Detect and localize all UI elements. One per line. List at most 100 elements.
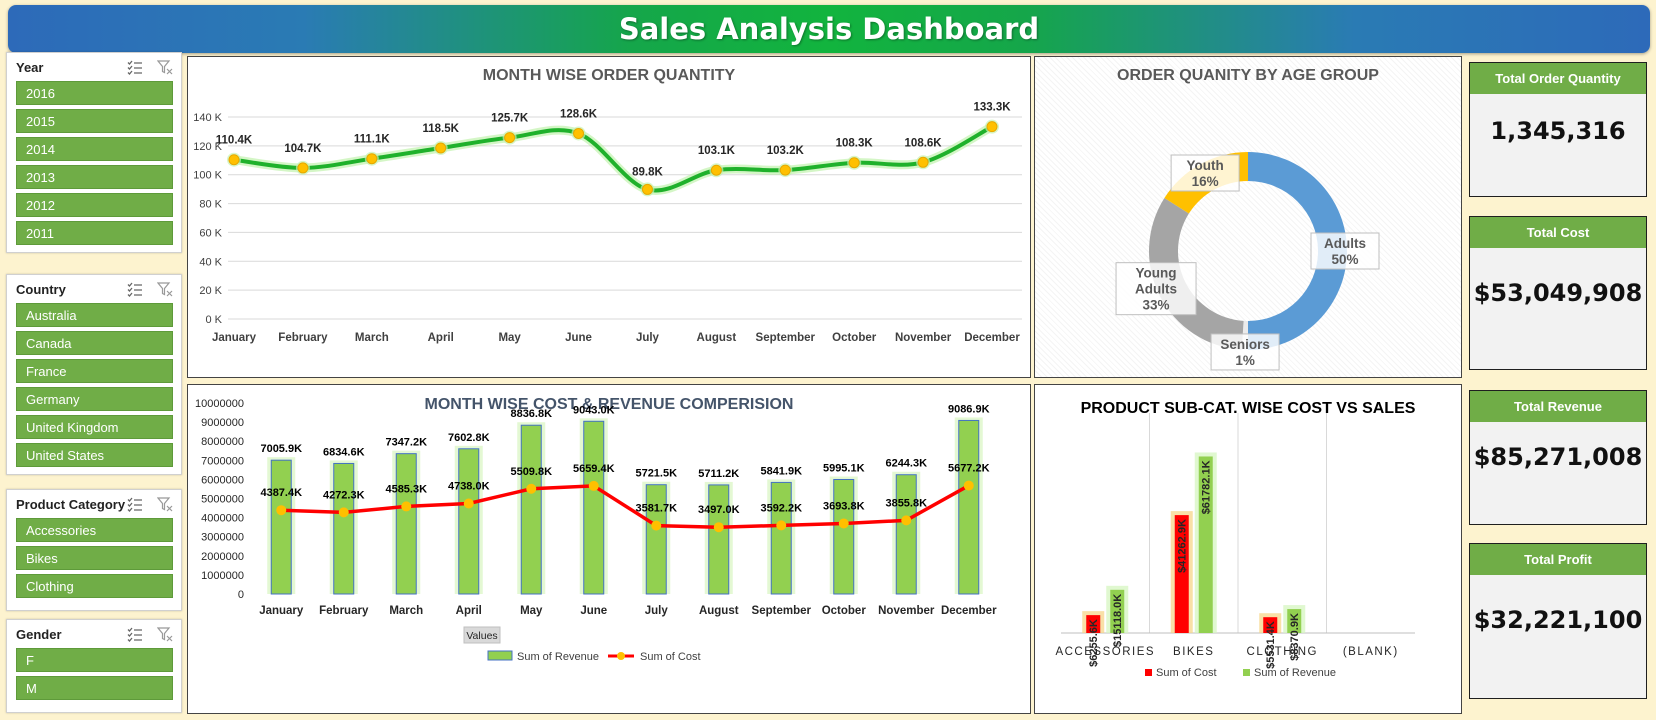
multi-select-icon[interactable]	[127, 60, 143, 75]
y-tick-label: 7000000	[201, 455, 244, 467]
order-quantity-chart: 0 K 20 K 40 K 60 K 80 K 100 K 120 K 140 K Januar…	[188, 57, 1030, 377]
bar-revenue	[396, 454, 416, 594]
bar-revenue	[646, 485, 666, 594]
data-label: 108.3K	[836, 138, 874, 150]
slicer-category-item[interactable]: Accessories	[16, 518, 173, 542]
slicer-gender: Gender F M	[6, 619, 182, 713]
data-label: 108.6K	[905, 137, 943, 149]
legend-label-revenue: Sum of Revenue	[517, 651, 599, 663]
clear-filter-icon[interactable]	[157, 282, 173, 297]
data-label-cost: 5659.4K	[573, 463, 615, 475]
kpi-label: Total Profit	[1470, 544, 1646, 575]
data-label-revenue: 5721.5K	[635, 468, 677, 480]
data-label: 118.5K	[423, 123, 460, 135]
slicer-country-title: Country	[16, 282, 66, 297]
dashboard-title: Sales Analysis Dashboard	[619, 12, 1039, 46]
bar-revenue	[709, 485, 729, 594]
slicer-gender-item[interactable]: F	[16, 648, 173, 672]
clear-filter-icon[interactable]	[157, 627, 173, 642]
data-label-cost: 4738.0K	[448, 481, 490, 493]
legend-marker-cost	[617, 652, 625, 660]
data-label-revenue: $61782.1K	[1201, 460, 1213, 514]
multi-select-icon[interactable]	[127, 627, 143, 642]
data-point-cost	[651, 521, 661, 531]
y-tick-label: 1000000	[201, 570, 244, 582]
kpi-label: Total Order Quantity	[1470, 63, 1646, 94]
x-tick-label: November	[895, 332, 952, 344]
age-group-chart-panel: ORDER QUANITY BY AGE GROUP Adults 50% Seni…	[1034, 56, 1462, 378]
y-tick-label: 3000000	[201, 532, 244, 544]
slicer-country-item[interactable]: Germany	[16, 387, 173, 411]
bar-revenue	[521, 425, 541, 594]
y-tick-label: 80 K	[199, 199, 222, 211]
slicer-year-item[interactable]: 2015	[16, 109, 173, 133]
slicer-category-item[interactable]: Bikes	[16, 546, 173, 570]
data-point	[505, 133, 515, 143]
x-tick-label: May	[498, 332, 521, 344]
data-label-cost: 5677.2K	[948, 463, 990, 475]
x-tick-label: December	[964, 332, 1020, 344]
y-tick-label: 140 K	[193, 112, 222, 124]
bar-revenue	[459, 449, 479, 594]
data-label: 103.2K	[767, 145, 805, 157]
subcat-chart-panel: PRODUCT SUB-CAT. WISE COST VS SALES $625…	[1034, 384, 1462, 714]
data-label-revenue: 7602.8K	[448, 432, 490, 444]
slicer-product-category: Product Category Accessories Bikes Cloth…	[6, 489, 182, 611]
y-tick-label: 4000000	[201, 513, 244, 525]
slicer-category-title: Product Category	[16, 497, 125, 512]
data-point	[298, 163, 308, 173]
bar-revenue	[271, 460, 291, 594]
y-tick-label: 6000000	[201, 474, 244, 486]
data-label: 128.6K	[560, 108, 598, 120]
order-quantity-chart-panel: MONTH WISE ORDER QUANTITY 0 K 20 K 40 K 60 …	[187, 56, 1031, 378]
slicer-year-item[interactable]: 2014	[16, 137, 173, 161]
kpi-label: Total Cost	[1470, 217, 1646, 248]
x-tick-label: September	[752, 605, 812, 617]
multi-select-icon[interactable]	[127, 497, 143, 512]
clear-filter-icon[interactable]	[157, 497, 173, 512]
y-tick-label: 20 K	[199, 285, 222, 297]
slicer-country-item[interactable]: United Kingdom	[16, 415, 173, 439]
slicer-year-item[interactable]: 2013	[16, 165, 173, 189]
dashboard-header: Sales Analysis Dashboard	[8, 5, 1650, 53]
data-label: 89.8K	[632, 166, 663, 178]
slicer-gender-item[interactable]: M	[16, 676, 173, 700]
legend-swatch-cost	[1145, 669, 1152, 676]
data-label-cost: 3592.2K	[760, 502, 802, 514]
kpi-total-profit: Total Profit $32,221,100	[1469, 543, 1647, 699]
x-tick-label: December	[941, 605, 997, 617]
slicer-country-item[interactable]: United States	[16, 443, 173, 467]
slicer-year-item[interactable]: 2011	[16, 221, 173, 245]
slicer-year-item[interactable]: 2016	[16, 81, 173, 105]
donut-category-label: Seniors	[1220, 337, 1270, 352]
donut-category-label: Adults	[1324, 236, 1366, 251]
bar-revenue	[959, 420, 979, 594]
slicer-country-item[interactable]: France	[16, 359, 173, 383]
data-label-revenue: 5711.2K	[698, 468, 739, 480]
clear-filter-icon[interactable]	[157, 60, 173, 75]
slicer-year-item[interactable]: 2012	[16, 193, 173, 217]
x-tick-label: March	[389, 605, 423, 617]
multi-select-icon[interactable]	[127, 282, 143, 297]
slicer-country-item[interactable]: Australia	[16, 303, 173, 327]
y-tick-label: 0 K	[205, 314, 222, 326]
x-tick-label: November	[878, 605, 935, 617]
x-tick-label: August	[697, 332, 737, 344]
slicer-country: Country Australia Canada France Germany …	[6, 274, 182, 475]
x-tick-label: January	[259, 605, 304, 617]
data-label-cost: $41262.9K	[1177, 519, 1189, 573]
data-point	[987, 122, 997, 132]
slicer-year: Year 2016 2015 2014 2013 2012 2011	[6, 52, 182, 253]
x-tick-label: September	[756, 332, 816, 344]
data-label-revenue: 8836.8K	[510, 408, 552, 420]
y-tick-label: 10000000	[195, 398, 244, 410]
slicer-country-item[interactable]: Canada	[16, 331, 173, 355]
slicer-category-item[interactable]: Clothing	[16, 574, 173, 598]
y-tick-label: 100 K	[193, 170, 222, 182]
data-label: 111.1K	[354, 134, 391, 146]
x-tick-label: January	[212, 332, 257, 344]
data-label: 125.7K	[491, 113, 529, 125]
subcat-chart: $6255.6K $15118.0KACCESSORIES$41262.9K$61…	[1035, 385, 1461, 713]
series-line-glow	[234, 127, 992, 191]
data-label-cost: 3497.0K	[698, 504, 740, 516]
